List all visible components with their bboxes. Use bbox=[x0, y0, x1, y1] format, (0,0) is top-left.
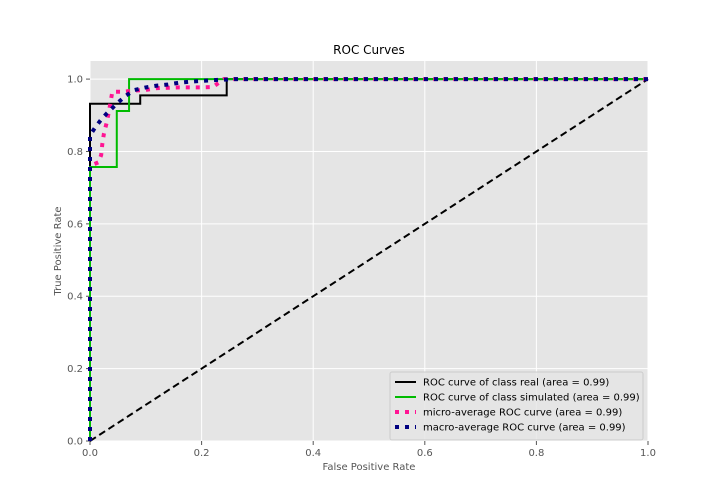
x-axis-label: False Positive Rate bbox=[323, 462, 416, 473]
legend: ROC curve of class real (area = 0.99) ROC… bbox=[389, 371, 644, 441]
y-axis-label: True Positive Rate bbox=[53, 206, 64, 296]
y-tick-label: 0.8 bbox=[67, 147, 83, 158]
y-tick-label: 0.6 bbox=[67, 219, 83, 230]
axis-ticks: 0.0 0.2 0.4 0.6 0.8 1.0 0.0 0.2 0.4 0.6 0.8 1.0 bbox=[67, 75, 656, 459]
legend-entry: macro-average ROC curve (area = 0.99) bbox=[423, 423, 626, 434]
x-tick-label: 0.6 bbox=[417, 448, 433, 459]
x-tick-label: 0.8 bbox=[528, 448, 544, 459]
y-tick-label: 0.0 bbox=[67, 437, 83, 448]
y-tick-label: 0.4 bbox=[67, 292, 83, 303]
x-tick-label: 1.0 bbox=[640, 448, 656, 459]
legend-box bbox=[389, 371, 644, 441]
legend-entry: ROC curve of class real (area = 0.99) bbox=[423, 378, 609, 389]
series-layer bbox=[88, 77, 649, 442]
y-tick-label: 1.0 bbox=[67, 75, 83, 86]
y-tick-label: 0.2 bbox=[67, 364, 83, 375]
grid-lines bbox=[89, 61, 649, 442]
series-line-3 bbox=[88, 77, 648, 441]
x-tick-label: 0.0 bbox=[82, 448, 98, 459]
series-line-0 bbox=[89, 78, 648, 441]
x-tick-label: 0.4 bbox=[305, 448, 321, 459]
x-tick-label: 0.2 bbox=[194, 448, 210, 459]
legend-entry: ROC curve of class simulated (area = 0.9… bbox=[423, 393, 640, 404]
chart-title: ROC Curves bbox=[333, 43, 405, 57]
chance-diagonal-line bbox=[89, 78, 649, 442]
legend-entry: micro-average ROC curve (area = 0.99) bbox=[423, 408, 622, 419]
